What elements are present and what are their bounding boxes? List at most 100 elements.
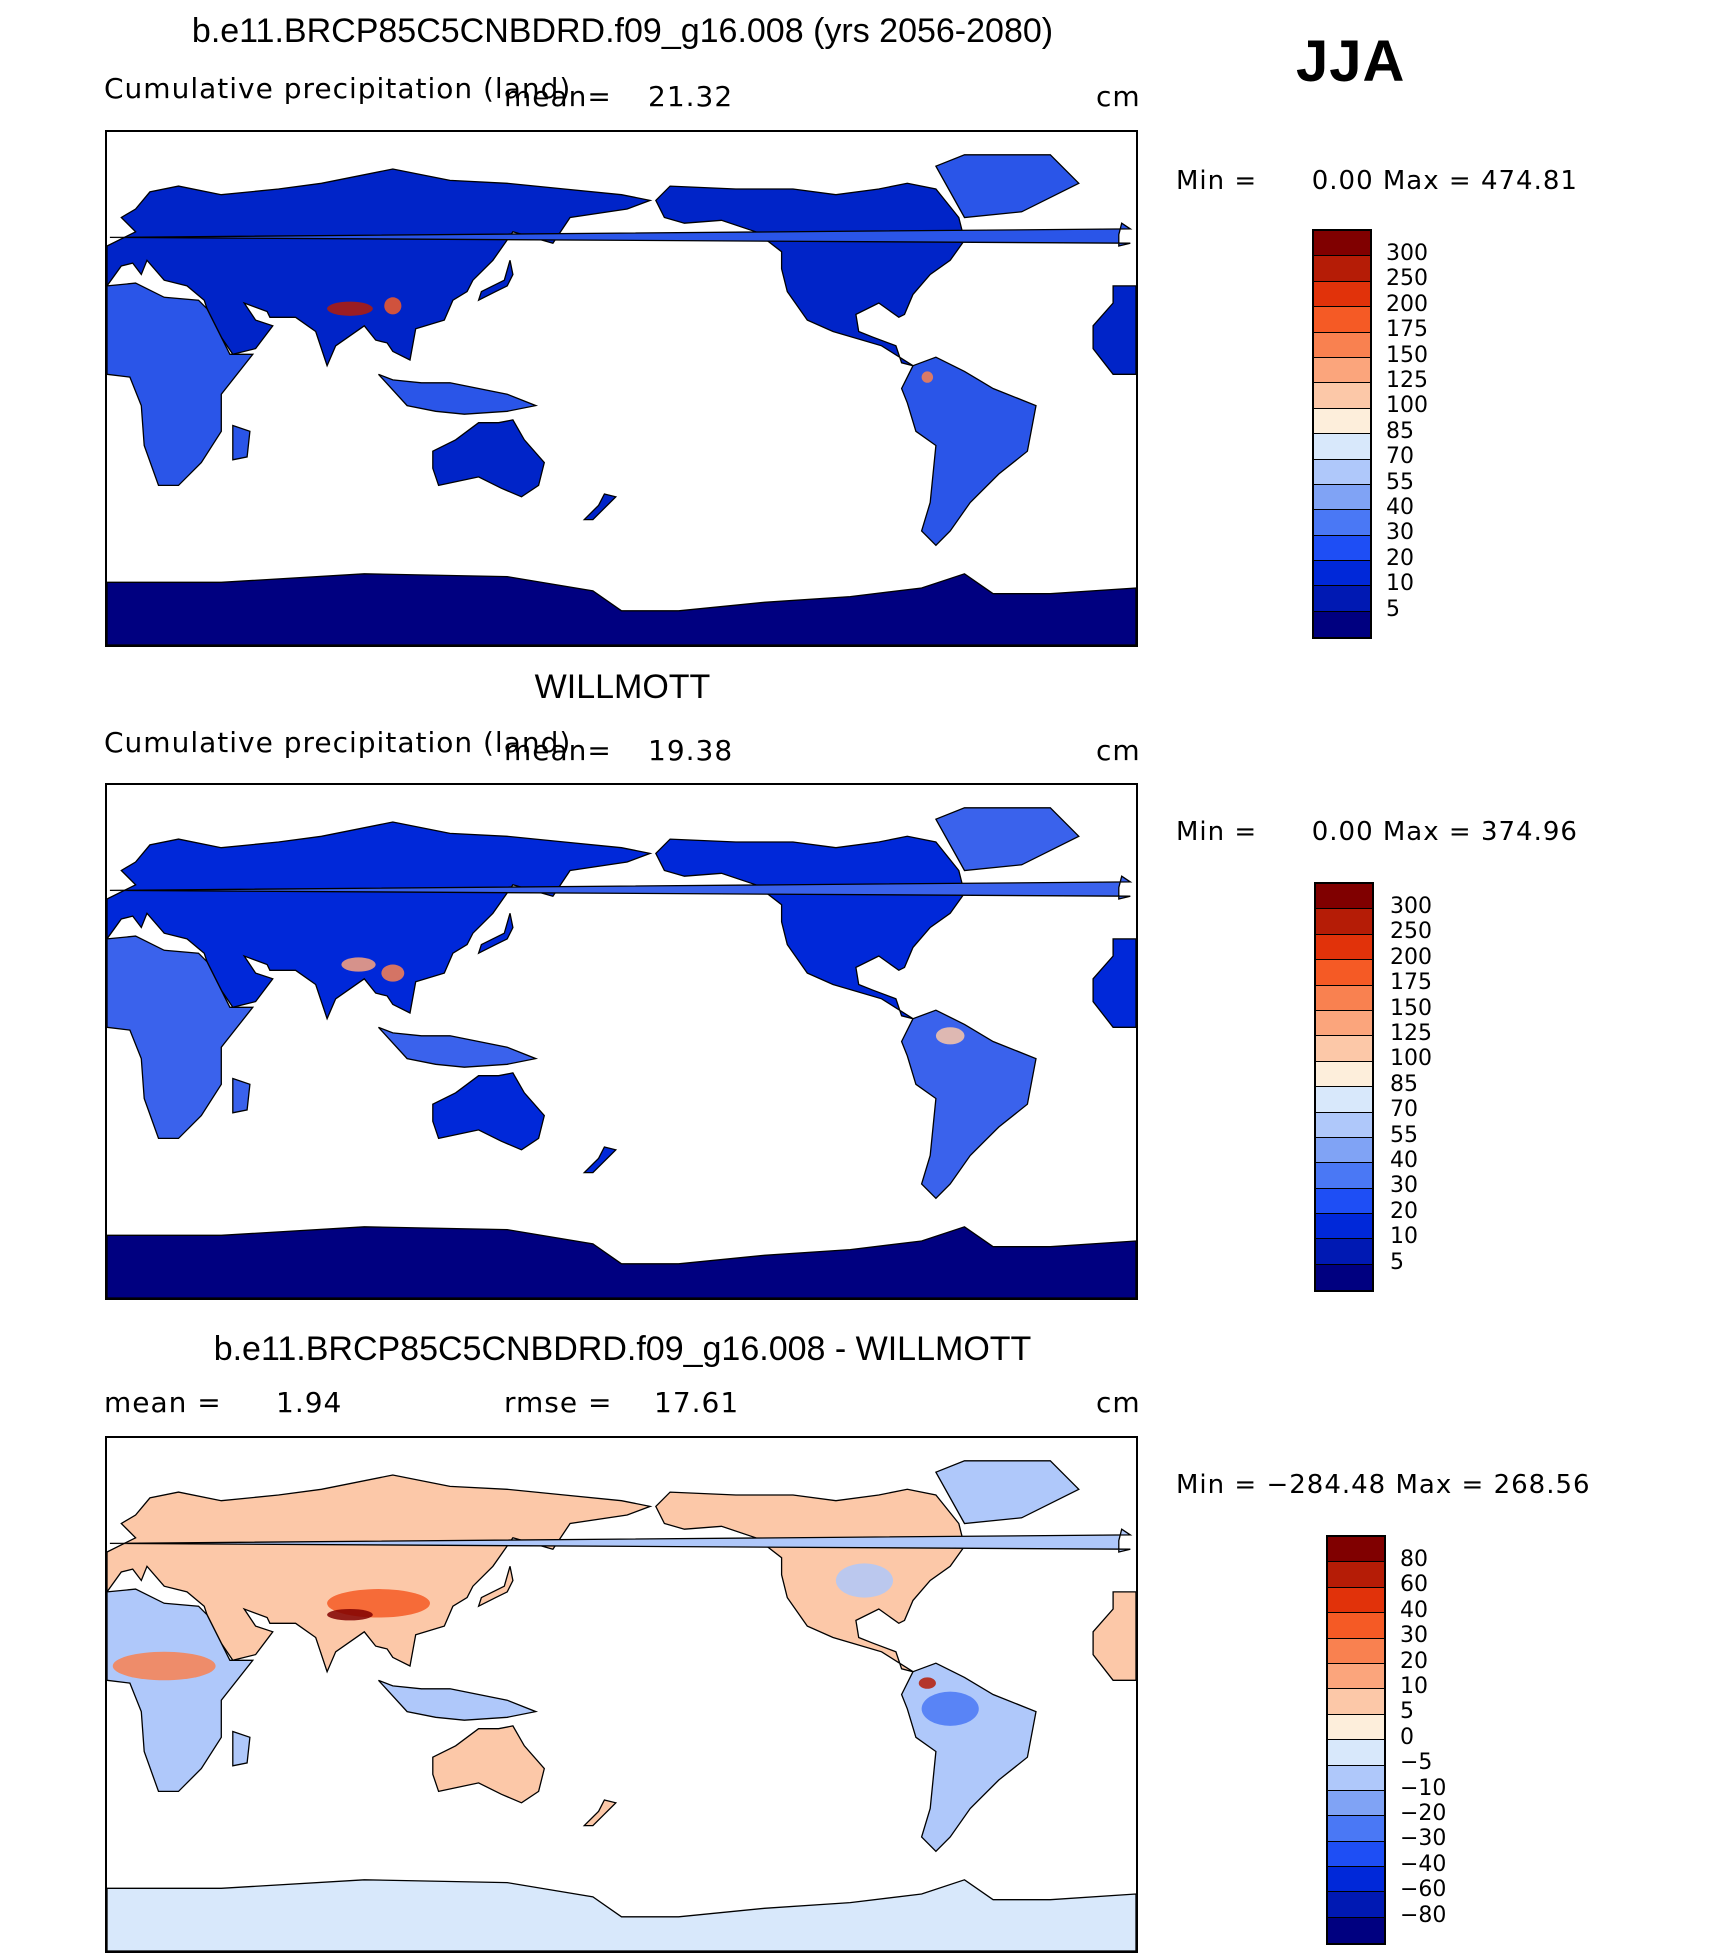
panel-2-max-label: Max = [1382, 817, 1472, 847]
colorbar-2-tick-label: 30 [1390, 1173, 1418, 1199]
colorbar-1-segment [1314, 611, 1370, 638]
colorbar-1-segment [1314, 459, 1370, 485]
panel-3-map [105, 1436, 1138, 1953]
land-australia [432, 1072, 546, 1151]
colorbar-2-segment [1316, 909, 1372, 935]
colorbar-2-tick-label: 250 [1390, 919, 1432, 945]
panel-3-min-max: Min = −284.48 Max = 268.56 [1176, 1470, 1591, 1500]
colorbar-3-segment [1328, 1740, 1384, 1766]
land-antarctica [107, 1879, 1136, 1951]
colorbar-3-tick-label: 40 [1400, 1597, 1428, 1623]
colorbar-1-tick-label: 300 [1386, 241, 1428, 266]
panel-1-min-label: Min = [1176, 166, 1258, 196]
panel-3-max-value: 268.56 [1493, 1470, 1591, 1500]
panel-3-min-label: Min = [1176, 1470, 1258, 1500]
colorbar-2-tick-label: 100 [1390, 1046, 1432, 1072]
colorbar-2-segment [1316, 1087, 1372, 1113]
colorbar-3-segment [1328, 1714, 1384, 1741]
land-africa-west [1092, 1591, 1136, 1681]
colorbar-2-segment [1316, 1010, 1372, 1037]
precip-anomaly-region [341, 957, 376, 972]
panel-3-map-svg [107, 1438, 1136, 1951]
colorbar-1-tick-label: 30 [1386, 520, 1414, 546]
panel-3-rmse-label: rmse = [504, 1386, 613, 1419]
colorbar-1-tick-label: 55 [1386, 469, 1414, 495]
precip-anomaly-region [384, 297, 402, 315]
colorbar-1-segment [1314, 484, 1370, 511]
land-madagascar [232, 1077, 251, 1114]
precip-anomaly-region [921, 1691, 979, 1726]
land-africa-west [1092, 285, 1136, 375]
land-australia [432, 419, 546, 498]
panel-3-colorbar [1326, 1535, 1386, 1946]
colorbar-1-tick-label: 40 [1386, 495, 1414, 520]
colorbar-1-segment [1314, 332, 1370, 358]
land-north-america [655, 1488, 966, 1673]
colorbar-2-tick-label: 125 [1390, 1021, 1432, 1046]
land-south-america [900, 356, 1037, 547]
colorbar-3-tick-label: 30 [1400, 1623, 1428, 1649]
precip-anomaly-region [921, 371, 934, 383]
panel-1-min-value: 0.00 [1311, 166, 1374, 196]
panel-3-rmse-value: 17.61 [654, 1386, 740, 1419]
colorbar-2-segment [1316, 1061, 1372, 1088]
colorbar-1-tick-label: 175 [1386, 317, 1428, 343]
land-antarctica [107, 573, 1136, 645]
panel-2-min-value: 0.00 [1311, 817, 1374, 847]
panel-1-variable-label: Cumulative precipitation (land) [104, 72, 572, 105]
colorbar-2-tick-label: 150 [1390, 995, 1432, 1021]
panel-1-colorbar [1312, 229, 1372, 640]
colorbar-3-tick-label: −10 [1400, 1775, 1447, 1801]
colorbar-1-segment [1314, 281, 1370, 308]
colorbar-2-tick-label: 175 [1390, 970, 1432, 996]
colorbar-3-segment [1328, 1663, 1384, 1690]
land-north-america [655, 835, 966, 1020]
panel-2-min-label: Min = [1176, 817, 1258, 847]
colorbar-1-segment [1314, 510, 1370, 536]
colorbar-1-tick-label: 10 [1386, 571, 1414, 597]
colorbar-3-tick-label: 10 [1400, 1674, 1428, 1699]
land-uk [109, 222, 1133, 247]
land-antarctica [107, 1226, 1136, 1298]
colorbar-3-segment [1328, 1816, 1384, 1842]
land-indonesia [378, 373, 539, 415]
land-new-zealand [582, 1799, 618, 1827]
land-japan [477, 913, 514, 955]
panel-2-map [105, 783, 1138, 1300]
colorbar-2-tick-label: 70 [1390, 1097, 1418, 1123]
colorbar-3-segment [1328, 1562, 1384, 1588]
colorbar-2-tick-label: 55 [1390, 1122, 1418, 1148]
precip-anomaly-region [327, 1609, 373, 1621]
colorbar-1-tick-label: 250 [1386, 266, 1428, 292]
colorbar-3-tick-label: 0 [1400, 1724, 1414, 1750]
colorbar-3-tick-label: −20 [1400, 1801, 1447, 1826]
colorbar-2-segment [1316, 884, 1372, 910]
panel-2-max-value: 374.96 [1480, 817, 1578, 847]
panel-2-mean-value: 19.38 [648, 734, 734, 767]
land-greenland [934, 154, 1080, 219]
panel-1-map-svg [107, 132, 1136, 645]
panel-1-mean-value: 21.32 [648, 80, 734, 113]
colorbar-3-segment [1328, 1917, 1384, 1944]
colorbar-3-segment [1328, 1790, 1384, 1817]
panel-3-units: cm [1096, 1386, 1141, 1419]
colorbar-1-segment [1314, 231, 1370, 257]
panel-3-max-label: Max = [1395, 1470, 1485, 1500]
land-africa-west [1092, 938, 1136, 1028]
colorbar-1-segment [1314, 357, 1370, 384]
colorbar-2-segment [1316, 1112, 1372, 1138]
land-africa [107, 1588, 255, 1793]
colorbar-2-segment [1316, 1214, 1372, 1240]
colorbar-3-segment [1328, 1841, 1384, 1868]
colorbar-1-tick-label: 200 [1386, 291, 1428, 317]
panel-1-max-value: 474.81 [1480, 166, 1578, 196]
season-label: JJA [1296, 29, 1406, 94]
panel-3-mean-label: mean = [104, 1386, 222, 1419]
colorbar-2-segment [1316, 985, 1372, 1011]
colorbar-3-tick-label: 80 [1400, 1547, 1428, 1572]
colorbar-1-segment [1314, 561, 1370, 587]
panel-2-mean-label: mean= [504, 734, 612, 767]
panel-3-mean-value: 1.94 [276, 1386, 343, 1419]
land-uk [109, 1528, 1133, 1553]
colorbar-3-segment [1328, 1689, 1384, 1715]
